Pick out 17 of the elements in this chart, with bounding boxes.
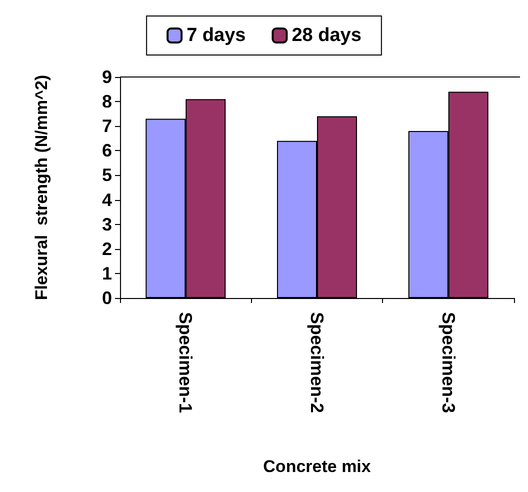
- legend-label: 28 days: [292, 25, 362, 46]
- y-tick-label: 7: [102, 116, 112, 136]
- y-tick-label: 6: [102, 140, 112, 161]
- x-axis-title: Concrete mix: [263, 457, 372, 476]
- y-tick-label: 5: [102, 165, 112, 186]
- y-tick-label: 2: [102, 238, 112, 259]
- y-tick-label: 9: [102, 67, 112, 87]
- y-tick-label: 3: [102, 214, 112, 234]
- y-tick-label: 1: [102, 263, 112, 284]
- x-tick-label: Specimen-1: [176, 312, 196, 414]
- x-tick-label: Specimen-3: [438, 312, 458, 414]
- y-axis-title: Flexural strength (N/mm^2): [32, 74, 51, 300]
- x-tick-label: Specimen-2: [307, 312, 327, 414]
- y-tick-label: 0: [102, 288, 112, 308]
- y-tick-label: 8: [102, 92, 112, 112]
- y-tick-label: 4: [102, 190, 112, 210]
- legend-label: 7 days: [186, 25, 246, 46]
